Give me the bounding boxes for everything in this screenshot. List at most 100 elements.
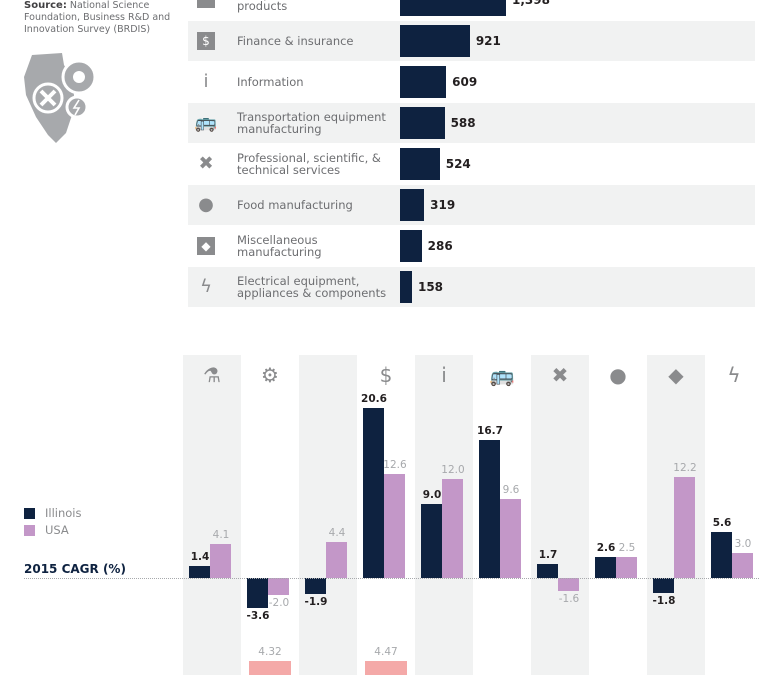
bar-usa	[384, 474, 405, 578]
data-label-usa: 9.6	[502, 483, 520, 496]
data-label-usa: 12.6	[383, 459, 407, 472]
bar-illinois	[595, 556, 616, 578]
data-label-extra: 4.47	[374, 646, 398, 658]
data-label-illinois: 5.6	[712, 516, 732, 529]
industry-value: 524	[445, 157, 471, 171]
industry-row: i Information 609	[188, 62, 755, 102]
industry-bar	[400, 271, 412, 303]
tools-icon: ✖	[551, 363, 569, 387]
chemistry-icon: ⚗	[203, 363, 221, 387]
bar-usa	[674, 477, 695, 578]
bar-extra	[249, 661, 291, 675]
bus-icon: 🚌	[489, 363, 515, 387]
source-note: Source: National Science Foundation, Bus…	[24, 0, 174, 36]
bar-usa	[732, 553, 753, 578]
data-label-usa: 2.5	[618, 542, 636, 555]
code-window-icon	[197, 0, 215, 8]
bus-icon: 🚌	[194, 112, 218, 133]
category-column: ⚙	[241, 355, 299, 675]
bar-illinois	[653, 578, 674, 593]
legend-swatch-illinois	[24, 508, 35, 519]
data-label-illinois: 2.6	[596, 541, 616, 554]
industry-label: Transportation equipment manufacturing	[237, 110, 386, 136]
bar-illinois	[479, 440, 500, 578]
info-icon: i	[203, 71, 209, 92]
dollar-icon: $	[379, 363, 393, 387]
info-icon: i	[441, 363, 447, 387]
legend-label-usa: USA	[45, 523, 69, 537]
industry-row: ● Food manufacturing 319	[188, 185, 755, 225]
data-label-illinois: 16.7	[477, 425, 503, 438]
industry-label: Computer & electronic products	[237, 0, 288, 13]
data-label-usa: 12.2	[673, 462, 697, 475]
industry-row: 🚌 Transportation equipment manufacturing 5…	[188, 103, 755, 143]
industry-row: ϟ Electrical equipment, appliances & comp…	[188, 267, 755, 307]
tools-icon: ✖	[198, 153, 214, 174]
data-label-illinois: 9.0	[422, 488, 442, 501]
bar-extra	[365, 661, 407, 675]
data-label-illinois: -1.8	[652, 594, 676, 607]
zero-line	[24, 578, 759, 579]
industry-bar	[400, 107, 445, 139]
data-label-illinois: 20.6	[361, 393, 387, 406]
legend-label-illinois: Illinois	[45, 506, 82, 520]
lightning-icon: ϟ	[200, 276, 212, 297]
source-label: Source:	[24, 0, 67, 11]
bar-illinois	[305, 578, 326, 594]
source-text: National Science Foundation, Business R&…	[24, 0, 171, 35]
industry-bar	[400, 230, 422, 262]
diamond-icon: ◆	[668, 363, 684, 387]
apple-icon: ●	[609, 363, 627, 387]
bar-usa	[500, 498, 521, 578]
industry-bar	[400, 189, 425, 221]
data-label-usa: -1.6	[558, 593, 580, 606]
dollar-icon: $	[197, 32, 215, 50]
bar-illinois	[363, 408, 384, 578]
industry-label: Electrical equipment, appliances & compo…	[237, 274, 387, 300]
data-label-illinois: 1.7	[538, 548, 558, 561]
data-label-usa: 4.4	[328, 526, 346, 539]
industry-value: 588	[450, 116, 476, 130]
industry-bar	[400, 66, 447, 98]
bar-usa	[442, 479, 463, 578]
diamond-icon: ◆	[197, 237, 215, 255]
bar-usa	[268, 578, 289, 595]
industry-value: 286	[427, 239, 453, 253]
industry-value: 1,398	[512, 0, 550, 7]
category-column: ϟ	[705, 355, 763, 675]
chart-title: 2015 CAGR (%)	[24, 562, 126, 576]
industry-row: ◆ Miscellaneous manufacturing 286	[188, 226, 755, 266]
data-label-usa: 4.1	[212, 529, 230, 542]
industry-bar	[400, 148, 440, 180]
data-label-usa: 12.0	[441, 464, 465, 476]
data-label-illinois: -1.9	[304, 595, 328, 608]
industry-label: Professional, scientific, & technical se…	[237, 151, 381, 177]
gear-icon: ⚙	[261, 363, 279, 387]
category-column: ✖	[531, 355, 589, 675]
data-label-illinois: -3.6	[246, 609, 270, 622]
industry-bar	[400, 0, 506, 16]
data-label-usa: -2.0	[268, 596, 290, 609]
bar-usa	[616, 557, 637, 578]
category-column: ⚗	[183, 355, 241, 675]
industry-bar	[400, 25, 470, 57]
industry-label: Information	[237, 75, 304, 89]
industry-label: Miscellaneous manufacturing	[237, 233, 322, 259]
data-label-illinois: 1.4	[190, 551, 210, 564]
category-column: ●	[589, 355, 647, 675]
industry-row: Computer & electronic products 1,398	[188, 0, 755, 20]
bar-usa	[558, 578, 579, 592]
bar-usa	[326, 541, 347, 578]
industry-label: Food manufacturing	[237, 198, 353, 212]
industry-value: 609	[452, 75, 478, 89]
lightning-icon: ϟ	[727, 363, 741, 387]
category-column: 🚌	[473, 355, 531, 675]
bar-illinois	[537, 563, 558, 578]
bar-illinois	[711, 531, 732, 578]
data-label-extra: 4.32	[258, 646, 282, 658]
industry-value: 158	[417, 280, 444, 294]
industry-row: $ Finance & insurance 921	[188, 21, 755, 61]
bar-illinois	[189, 566, 210, 578]
category-column: $	[357, 355, 415, 675]
